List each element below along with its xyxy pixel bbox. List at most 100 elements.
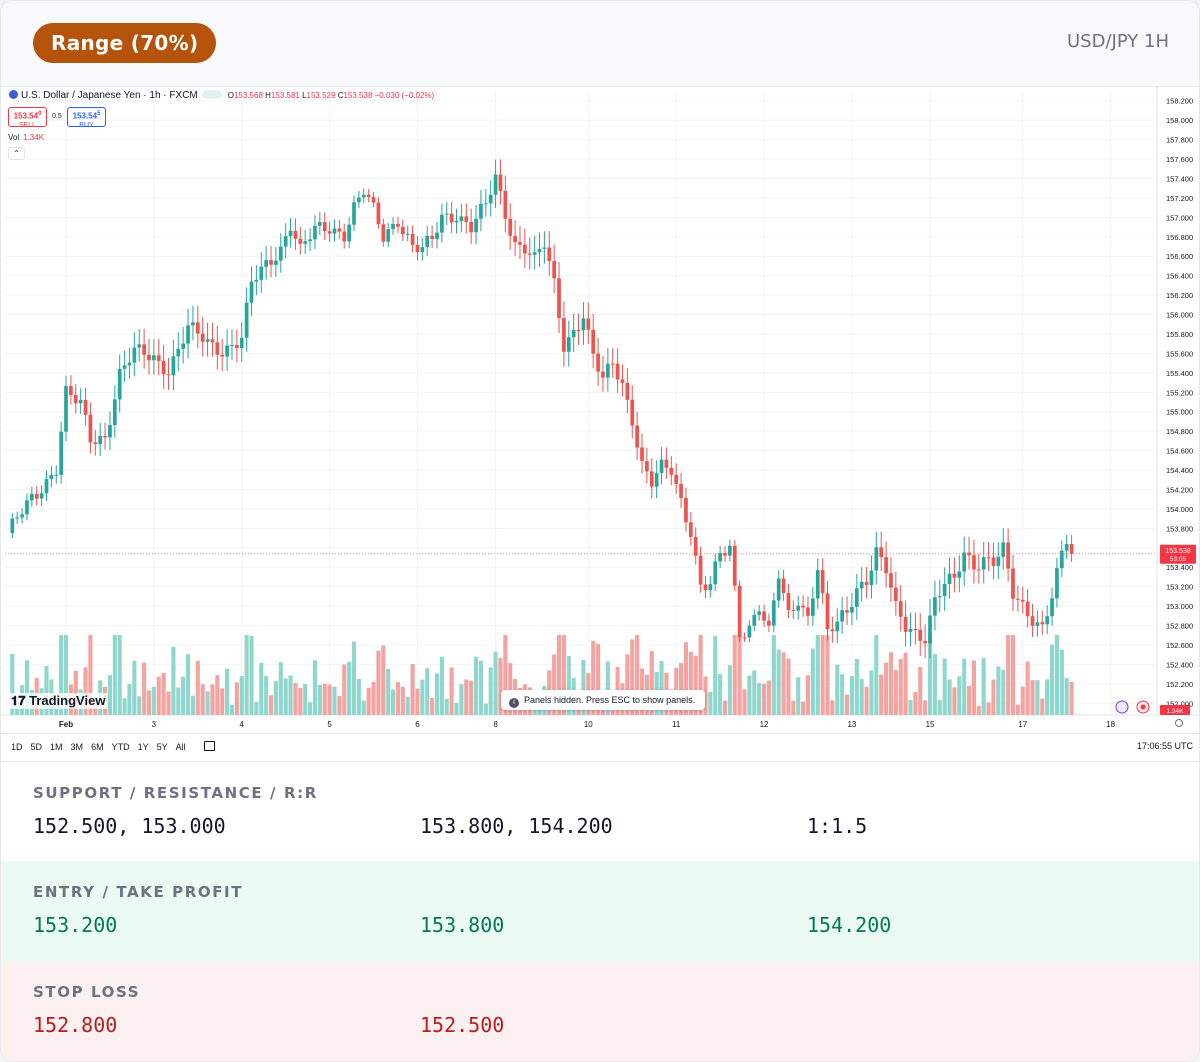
- volume-bar: [283, 678, 288, 715]
- candle-body: [986, 557, 991, 559]
- price-tick-label: 154.000: [1166, 505, 1193, 514]
- sell-button[interactable]: 153.540 SELL: [8, 107, 47, 129]
- candle-body: [166, 374, 171, 376]
- candle-body: [303, 241, 308, 244]
- volume-tag: [1160, 705, 1190, 715]
- range-ytd[interactable]: YTD: [111, 742, 130, 752]
- volume-bar: [137, 696, 142, 715]
- volume-bar: [1054, 635, 1059, 715]
- candle-body: [786, 593, 791, 611]
- range-5d[interactable]: 5D: [30, 742, 43, 752]
- resistance-levels: 153.800, 154.200: [420, 814, 613, 838]
- candle-body: [391, 223, 395, 230]
- volume-bar: [210, 684, 215, 715]
- volume-bar: [273, 681, 278, 715]
- tradingview-logo[interactable]: 𝟏𝟕 TradingView: [9, 693, 108, 709]
- market-status-icon[interactable]: [201, 90, 222, 99]
- volume-bar: [142, 662, 147, 715]
- volume-bar: [927, 635, 933, 715]
- price-tick-label: 152.400: [1166, 660, 1193, 669]
- candle-body: [103, 436, 107, 438]
- market-regime-badge: Range (70%): [33, 23, 217, 63]
- candle-body: [630, 399, 635, 426]
- range-1y[interactable]: 1Y: [137, 742, 149, 752]
- volume-bar: [996, 666, 1001, 715]
- candlestick-chart[interactable]: 158.200 158.000 157.800 157.600 157.400 157.2…: [1, 87, 1200, 733]
- candle-body: [723, 553, 727, 556]
- volume-bar: [488, 667, 493, 715]
- candle-body: [840, 610, 845, 622]
- range-3m[interactable]: 3M: [70, 742, 84, 752]
- candle-body: [845, 610, 849, 613]
- last-price-tag: [1160, 544, 1196, 564]
- calendar-icon[interactable]: [203, 741, 215, 751]
- volume-bar: [688, 651, 693, 715]
- volume-bar: [1045, 679, 1050, 715]
- volume-bar: [88, 635, 93, 715]
- volume-bar: [815, 635, 820, 715]
- buy-button[interactable]: 153.545 BUY: [67, 107, 106, 129]
- candle-body: [537, 248, 542, 253]
- volume-bar: [376, 650, 381, 715]
- volume-bar: [195, 660, 200, 715]
- price-tick-label: 152.800: [1166, 622, 1193, 631]
- tp-title: ENTRY / TAKE PROFIT: [33, 883, 244, 901]
- candle-body: [249, 281, 254, 303]
- volume-bar: [59, 635, 64, 715]
- candle-body: [898, 601, 903, 617]
- volume-bar: [215, 675, 220, 715]
- volume-bar: [434, 673, 440, 715]
- candle-body: [269, 260, 273, 265]
- alert-icon-dot: [1140, 704, 1146, 710]
- candle-body: [610, 363, 615, 365]
- candle-body: [918, 629, 923, 641]
- volume-bar: [73, 670, 78, 715]
- candle-body: [815, 570, 820, 599]
- tv-logo-text: TradingView: [29, 693, 106, 708]
- range-6m[interactable]: 6M: [91, 742, 104, 752]
- candle-body: [649, 471, 654, 487]
- volume-bar: [342, 664, 347, 715]
- volume-bar: [254, 701, 259, 715]
- candle-body: [278, 246, 283, 261]
- volume-bar: [879, 674, 884, 715]
- candle-body: [854, 588, 859, 607]
- tradingview-chart[interactable]: 158.200 158.000 157.800 157.600 157.400 157.2…: [1, 87, 1200, 759]
- collapse-legend-button[interactable]: ⌃: [8, 147, 25, 160]
- candle-body: [474, 218, 478, 233]
- candle-body: [1069, 544, 1074, 554]
- volume-bar: [635, 635, 640, 715]
- candle-body: [928, 615, 932, 644]
- entry-take-profit-section: ENTRY / TAKE PROFIT 153.200 153.800 154.…: [1, 861, 1199, 961]
- candle-body: [991, 557, 996, 566]
- volume-bar: [757, 682, 762, 715]
- candle-body: [283, 236, 288, 247]
- volume-bar: [44, 665, 49, 715]
- price-tick-label: 152.000: [1166, 699, 1193, 708]
- candle-body: [952, 573, 957, 578]
- volume-bar: [303, 684, 308, 715]
- range-1m[interactable]: 1M: [50, 742, 63, 752]
- volume-bar: [596, 643, 601, 715]
- volume-bar: [425, 668, 430, 715]
- candle-body: [513, 235, 517, 242]
- volume-bar: [166, 691, 171, 715]
- candle-body: [322, 222, 327, 232]
- range-5y[interactable]: 5Y: [156, 742, 168, 752]
- candle-body: [942, 583, 947, 597]
- volume-bar: [391, 689, 396, 715]
- candle-body: [459, 216, 464, 221]
- support-resistance-section: SUPPORT / RESISTANCE / R:R 152.500, 153.…: [1, 761, 1199, 861]
- volume-bar: [268, 695, 274, 715]
- range-all[interactable]: All: [175, 742, 186, 752]
- utc-clock[interactable]: 17:06:55 UTC: [1136, 741, 1193, 751]
- volume-bar: [503, 635, 508, 715]
- volume-bar: [381, 645, 386, 715]
- range-1d[interactable]: 1D: [11, 742, 23, 752]
- candle-body: [879, 547, 884, 558]
- candle-body: [976, 569, 981, 571]
- volume-bar: [781, 652, 786, 715]
- volume-bar: [498, 657, 503, 715]
- volume-bar: [791, 700, 796, 715]
- volume-bar: [1064, 677, 1069, 715]
